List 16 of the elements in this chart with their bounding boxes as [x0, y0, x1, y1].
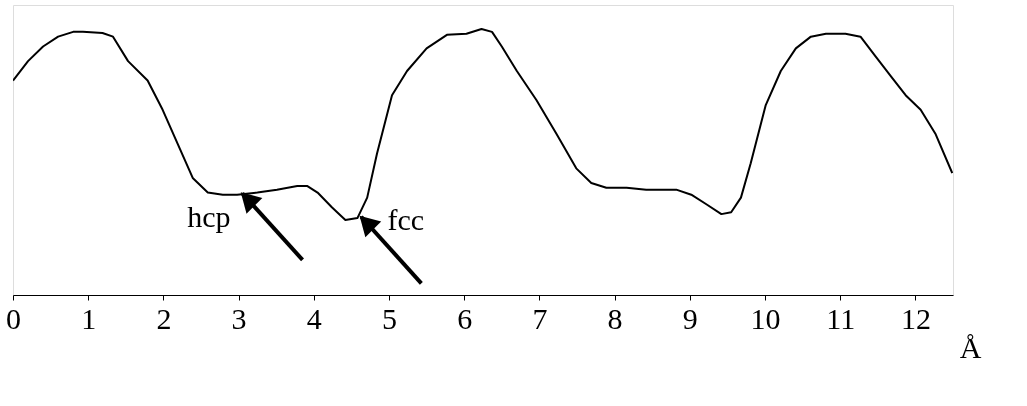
x-tick-label: 7 [532, 301, 548, 335]
x-tick-label: 5 [382, 301, 397, 335]
x-tick-label: 12 [900, 301, 931, 335]
annotation: hcp [187, 199, 231, 233]
x-tick-label: 3 [231, 301, 247, 335]
x-tick-label: 11 [826, 301, 856, 335]
x-tick-label: 8 [607, 301, 623, 335]
x-tick-label: 10 [750, 301, 781, 335]
x-tick-label: 9 [682, 301, 698, 335]
x-axis-title: Å [959, 330, 982, 364]
x-tick-label: 6 [457, 301, 473, 335]
x-tick-label: 1 [81, 301, 97, 335]
annotation: fcc [387, 203, 425, 237]
x-tick-label: 0 [6, 301, 21, 335]
x-tick-label: 4 [306, 301, 322, 335]
x-tick-label: 2 [156, 301, 172, 335]
